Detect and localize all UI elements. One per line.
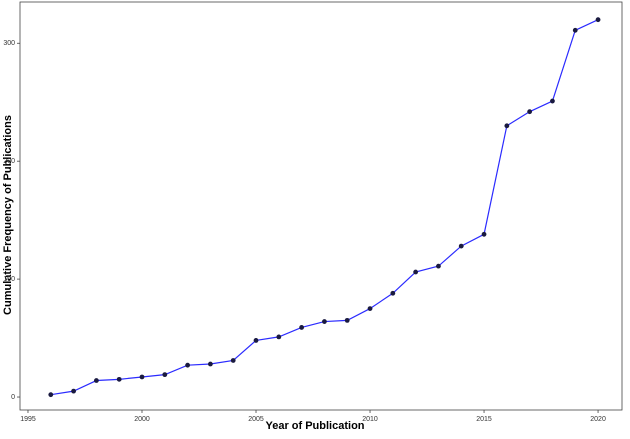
x-tick-label: 2005 — [248, 416, 264, 423]
x-tick-label: 2000 — [134, 416, 150, 423]
data-point — [93, 378, 99, 383]
plot-border — [19, 1, 623, 411]
x-tick-label: 2020 — [590, 416, 606, 423]
y-tick-label: 100 — [3, 276, 15, 283]
data-point — [436, 263, 441, 269]
data-point — [527, 109, 533, 115]
y-tick-label: 0 — [11, 394, 15, 401]
data-point — [458, 243, 464, 249]
y-tick-label: 200 — [3, 158, 15, 165]
data-point — [390, 290, 396, 296]
y-axis-title: Cumulative Frequency of Publications — [2, 115, 14, 315]
data-point — [550, 98, 555, 104]
data-point — [230, 358, 236, 363]
x-axis-title: Year of Publication — [265, 420, 364, 432]
y-tick-label: 300 — [3, 40, 15, 47]
data-point — [299, 325, 305, 330]
data-point — [595, 17, 601, 23]
data-point — [208, 361, 213, 367]
data-point — [367, 306, 373, 311]
data-point — [116, 376, 122, 382]
data-point — [413, 269, 419, 275]
data-point — [572, 27, 578, 33]
data-point — [48, 392, 54, 398]
data-point — [71, 388, 76, 394]
x-tick-label: 2010 — [362, 416, 378, 423]
x-tick-label: 1995 — [20, 416, 36, 423]
data-point — [504, 123, 510, 129]
data-point — [322, 319, 327, 324]
data-point — [253, 338, 259, 343]
data-point — [185, 362, 191, 368]
data-point — [276, 334, 282, 340]
data-point — [162, 372, 168, 378]
data-point — [481, 231, 487, 237]
x-tick-label: 2015 — [476, 416, 492, 423]
data-point — [344, 317, 350, 323]
data-point — [139, 374, 145, 380]
